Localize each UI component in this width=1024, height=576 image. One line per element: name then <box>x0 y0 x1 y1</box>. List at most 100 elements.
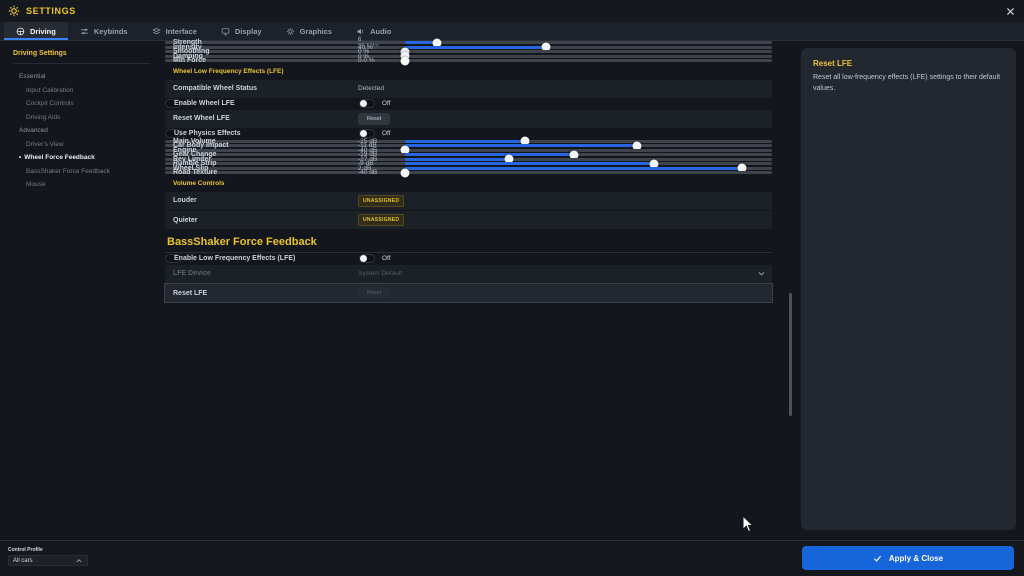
slider-knob[interactable] <box>737 163 747 173</box>
tab-keybinds[interactable]: Keybinds <box>68 22 140 40</box>
slider-value: -9 dB <box>358 160 374 167</box>
sidebar-item-label: Mouse <box>26 181 46 188</box>
row-wheel-slip[interactable]: Wheel Slip 2 dB <box>165 163 772 173</box>
row-min-force[interactable]: Min Force 0.0 % <box>165 56 772 65</box>
tab-label: Interface <box>165 26 197 36</box>
row-label: Compatible Wheel Status <box>173 85 258 92</box>
keybind-badge[interactable]: UNASSIGNED <box>358 194 405 207</box>
slider-track[interactable] <box>400 51 766 61</box>
tab-label: Display <box>234 26 262 36</box>
slider-track[interactable] <box>400 56 766 65</box>
help-title: Reset LFE <box>813 59 853 68</box>
help-panel: Reset LFE Reset all low-frequency effect… <box>801 48 1016 530</box>
sidebar-item-essential[interactable]: Essential <box>0 70 163 84</box>
row-label: LFE Device <box>173 270 211 277</box>
sidebar-item-bassshaker-force-feedback[interactable]: BassShaker Force Feedback <box>0 165 163 179</box>
row-enable-wheel-lfe[interactable]: Enable Wheel LFE Off <box>165 99 391 108</box>
row-gear-change[interactable]: Gear Change -19 dB <box>165 150 772 159</box>
toggle-switch[interactable] <box>359 254 375 263</box>
toggle-switch[interactable] <box>359 129 375 138</box>
row-label: Wheel Slip <box>173 164 209 172</box>
row-reset-lfe[interactable]: Reset LFE Reset <box>164 283 773 303</box>
footer-bar: Control Profile All cars Apply & Close <box>0 540 1024 576</box>
row-main-volume[interactable]: Main Volume -25 dB <box>165 136 772 146</box>
sidebar-item-driver-s-view[interactable]: Driver's View <box>0 138 163 152</box>
selected-bullet: • <box>19 154 22 161</box>
sidebar-item-advanced[interactable]: Advanced <box>0 124 163 138</box>
tab-driving[interactable]: Driving <box>4 22 68 40</box>
slider-fill <box>405 41 438 44</box>
row-car-body-impact[interactable]: Car Body Impact -11 dB <box>165 141 772 150</box>
tab-interface[interactable]: Interface <box>140 22 209 40</box>
slider-value-main: 6 <box>358 36 362 43</box>
slider-knob[interactable] <box>400 145 410 155</box>
close-icon[interactable] <box>1005 6 1016 17</box>
slider-value: -27 dB <box>358 155 378 163</box>
sidebar-item-driving-aids[interactable]: Driving Aids <box>0 111 163 125</box>
slider-knob[interactable] <box>520 136 530 146</box>
toggle-switch[interactable] <box>359 99 375 108</box>
slider-value: -19 dB <box>358 151 378 158</box>
slider-track[interactable] <box>400 168 766 177</box>
sidebar-item-label: Advanced <box>19 127 48 134</box>
toggle-state: Off <box>382 130 391 137</box>
row-quieter[interactable]: Quieter UNASSIGNED <box>165 211 772 229</box>
apply-close-button[interactable]: Apply & Close <box>802 546 1014 570</box>
reset-wheel-lfe-button[interactable]: Reset <box>358 112 391 125</box>
slider-fill <box>405 162 654 165</box>
row-reset-wheel-lfe[interactable]: Reset Wheel LFE Reset <box>165 109 772 128</box>
slider-knob[interactable] <box>400 56 410 65</box>
row-rev-limiter[interactable]: Rev Limiter -27 dB <box>165 154 772 164</box>
slider-knob[interactable] <box>432 38 442 47</box>
row-label: Min Force <box>173 57 207 64</box>
slider-knob[interactable] <box>569 150 579 159</box>
gear-icon <box>8 5 20 17</box>
slider-track[interactable] <box>405 154 766 164</box>
tab-display[interactable]: Display <box>209 22 274 40</box>
sidebar-item-label: Driver's View <box>26 140 64 148</box>
control-profile-select[interactable]: All cars <box>8 555 88 566</box>
slider-knob[interactable] <box>632 141 642 150</box>
slider-track[interactable] <box>400 47 766 56</box>
slider-value: -40 dB <box>358 169 378 176</box>
scrollbar-thumb[interactable] <box>789 293 792 416</box>
slider-knob[interactable] <box>400 168 410 177</box>
sidebar-item-mouse[interactable]: Mouse <box>0 178 163 192</box>
slider-track[interactable] <box>405 163 766 173</box>
tab-graphics[interactable]: Graphics <box>274 22 345 40</box>
keybind-badge[interactable]: UNASSIGNED <box>358 214 405 226</box>
slider-value: -40 dB <box>358 146 378 154</box>
row-louder[interactable]: Louder UNASSIGNED <box>165 191 772 210</box>
slider-track[interactable] <box>405 136 766 146</box>
row-road-texture[interactable]: Road Texture -40 dB <box>165 168 772 177</box>
sidebar-item-label: Input Calibration <box>26 86 74 94</box>
slider-track[interactable] <box>405 159 766 168</box>
check-icon <box>873 554 882 563</box>
slider-track[interactable] <box>405 38 766 47</box>
row-enable-low-frequency-effects-lfe[interactable]: Enable Low Frequency Effects (LFE) Off <box>165 254 391 263</box>
row-engine[interactable]: Engine -40 dB <box>165 145 772 155</box>
row-use-physics-effects[interactable]: Use Physics Effects Off <box>165 129 391 138</box>
row-rumble-strip[interactable]: Rumble Strip -9 dB <box>165 159 772 168</box>
sidebar-divider <box>13 63 150 64</box>
tab-audio[interactable]: Audio <box>344 22 403 40</box>
sidebar-item-wheel-force-feedback[interactable]: • Wheel Force Feedback <box>0 151 163 165</box>
titlebar: SETTINGS <box>0 0 1024 22</box>
slider-fill <box>405 144 638 147</box>
slider-fill <box>405 166 742 170</box>
sidebar-item-cockpit-controls[interactable]: Cockpit Controls <box>0 97 163 111</box>
row-label: Gear Change <box>173 151 217 158</box>
sidebar-item-label: BassShaker Force Feedback <box>26 167 110 175</box>
row-label: Car Body Impact <box>173 142 229 149</box>
slider-track[interactable] <box>405 141 766 150</box>
slider-track[interactable] <box>405 150 766 159</box>
slider-track[interactable] <box>405 42 766 52</box>
slider-knob[interactable] <box>504 154 514 164</box>
row-intensity[interactable]: Intensity 40 % <box>165 42 772 52</box>
slider-knob[interactable] <box>541 42 551 52</box>
sidebar-item-input-calibration[interactable]: Input Calibration <box>0 84 163 98</box>
slider-knob[interactable] <box>649 159 659 168</box>
row-compatible-wheel-status[interactable]: Compatible Wheel Status Detected <box>165 79 772 98</box>
row-lfe-device[interactable]: LFE Device System Default <box>165 264 772 283</box>
slider-track[interactable] <box>400 145 766 155</box>
